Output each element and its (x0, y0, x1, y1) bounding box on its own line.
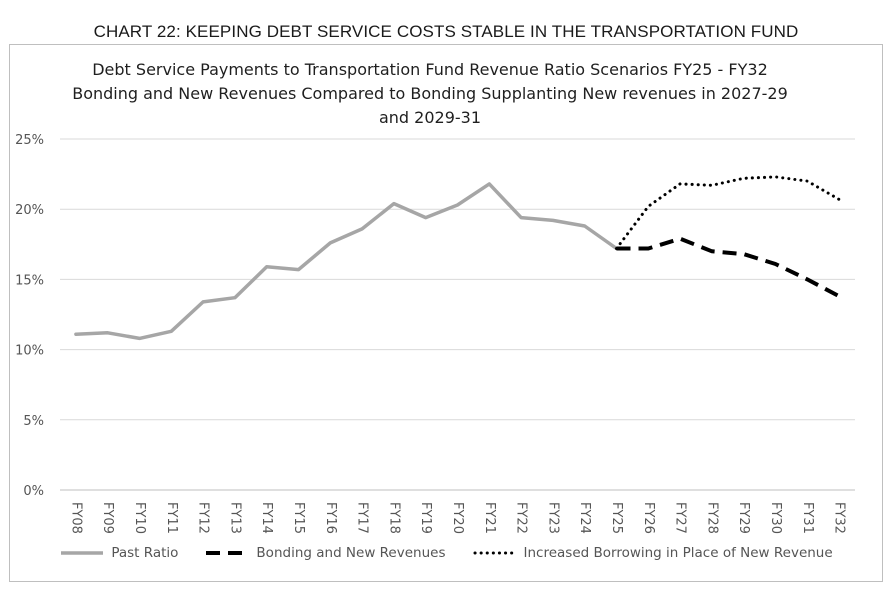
legend-item-past-ratio: Past Ratio (59, 545, 178, 561)
y-tick-label-10: 10% (15, 344, 44, 359)
legend-label-increased-borrowing: Increased Borrowing in Place of New Reve… (523, 545, 833, 561)
x-tick-label-FY15: FY15 (291, 502, 306, 534)
y-tick-label-15: 15% (15, 273, 44, 288)
x-tick-label-FY13: FY13 (227, 502, 242, 534)
series-line-increased-borrowing-in-place-of-new-revenue (615, 175, 841, 250)
chart-frame (9, 44, 883, 582)
x-tick-label-FY25: FY25 (609, 502, 624, 534)
y-tick-label-5: 5% (23, 414, 44, 429)
legend-label-past-ratio: Past Ratio (111, 545, 179, 561)
x-tick-label-FY29: FY29 (736, 502, 751, 534)
x-tick-label-FY09: FY09 (100, 502, 115, 534)
legend-swatch-past-ratio (61, 551, 104, 555)
chart-legend: Past Ratio Bonding and New Revenues Incr… (0, 545, 892, 561)
chart-header: CHART 22: KEEPING DEBT SERVICE COSTS STA… (93, 22, 799, 41)
legend-item-increased-borrowing: Increased Borrowing in Place of New Reve… (472, 545, 833, 561)
x-tick-label-FY12: FY12 (196, 502, 211, 534)
x-tick-label-FY22: FY22 (514, 502, 529, 534)
x-tick-label-FY31: FY31 (800, 502, 815, 534)
y-tick-label-25: 25% (15, 133, 44, 148)
x-tick-label-FY30: FY30 (768, 502, 783, 534)
series-line-past-ratio (74, 182, 619, 341)
x-tick-label-FY11: FY11 (164, 502, 179, 534)
legend-swatch-increased-borrowing (473, 551, 517, 555)
x-tick-label-FY32: FY32 (832, 502, 847, 534)
legend-label-bonding: Bonding and New Revenues (256, 545, 446, 561)
x-tick-label-FY26: FY26 (641, 502, 656, 534)
x-tick-label-FY21: FY21 (482, 502, 497, 534)
x-tick-label-FY16: FY16 (323, 502, 338, 534)
y-tick-label-20: 20% (15, 203, 44, 218)
x-tick-label-FY23: FY23 (545, 502, 560, 534)
x-tick-label-FY18: FY18 (386, 502, 401, 534)
legend-item-bonding: Bonding and New Revenues (204, 545, 446, 561)
x-tick-label-FY17: FY17 (355, 502, 370, 534)
x-tick-label-FY28: FY28 (704, 502, 719, 534)
x-tick-label-FY19: FY19 (418, 502, 433, 534)
series-line-bonding-and-new-revenues (616, 236, 841, 298)
legend-swatch-bonding (206, 551, 249, 555)
y-tick-label-0: 0% (23, 484, 44, 499)
x-tick-label-FY20: FY20 (450, 502, 465, 534)
x-tick-label-FY08: FY08 (68, 502, 83, 534)
chart-title: Debt Service Payments to Transportation … (72, 60, 788, 127)
x-tick-label-FY27: FY27 (673, 502, 688, 534)
x-tick-label-FY14: FY14 (259, 502, 274, 534)
x-tick-label-FY24: FY24 (577, 502, 592, 534)
x-tick-label-FY10: FY10 (132, 502, 147, 534)
